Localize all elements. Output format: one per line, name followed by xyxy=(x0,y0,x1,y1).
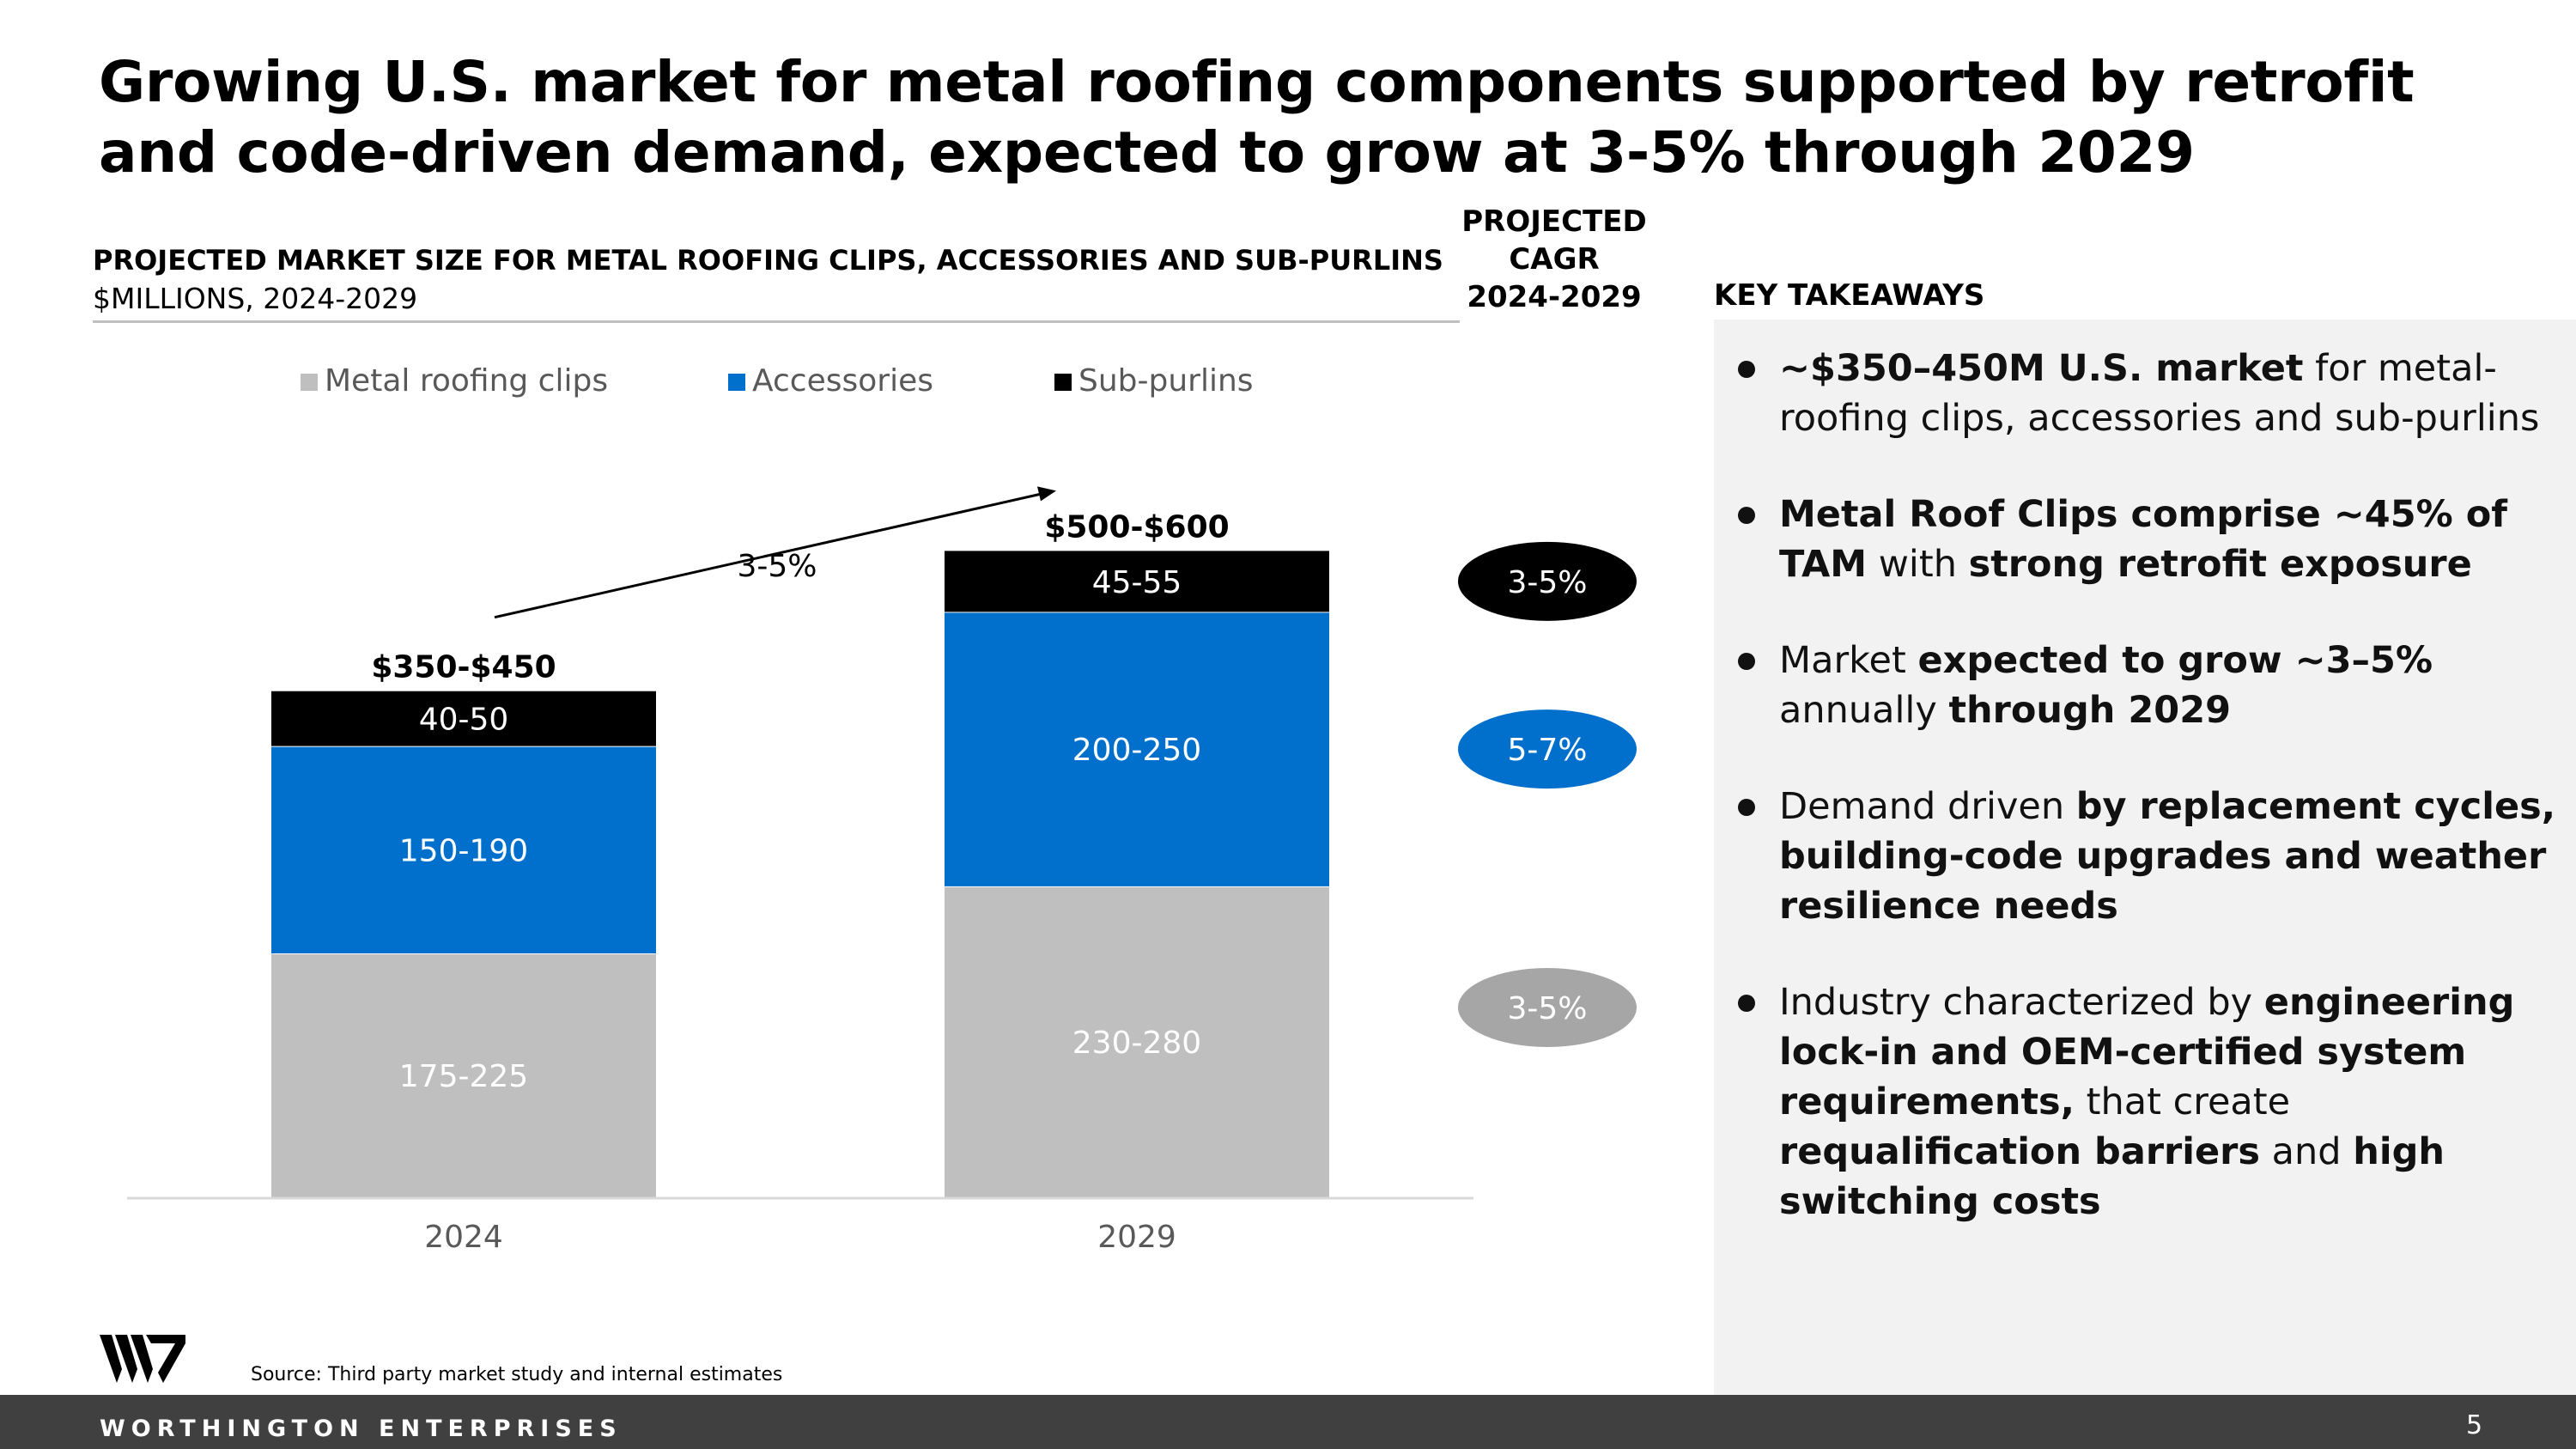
takeaway-text: high switching costs xyxy=(1779,1130,2445,1223)
takeaway-text: that create xyxy=(2074,1081,2291,1123)
cagr-heading-line: 2024-2029 xyxy=(1467,280,1642,314)
stacked-bar-chart: Metal roofing clips Accessories Sub-purlin… xyxy=(127,363,1637,1255)
cagr-bubble-label: 3-5% xyxy=(1507,991,1587,1026)
bar-segment xyxy=(271,691,656,746)
takeaway-text: requalification barriers xyxy=(1779,1130,2260,1173)
takeaway-item: Demand driven by replacement cycles, bui… xyxy=(1738,782,2562,931)
page-title: Growing U.S. market for metal roofing co… xyxy=(99,49,2415,186)
takeaway-text: for metal-roofing clips, accessories and… xyxy=(1779,347,2540,440)
bar-segment-label: 230-280 xyxy=(1072,1026,1201,1061)
bar-total-label: $350-$450 xyxy=(371,650,556,685)
source-note: Source: Third party market study and int… xyxy=(251,1364,783,1385)
bar-segment xyxy=(945,612,1329,886)
cagr-heading-line: CAGR xyxy=(1509,242,1600,277)
takeaway-text: Metal Roof Clips comprise ~45% of TAM xyxy=(1779,493,2507,586)
x-tick-label: 2029 xyxy=(1097,1220,1176,1255)
legend-swatch xyxy=(728,374,745,391)
takeaway-text: Industry characterized by xyxy=(1779,981,2264,1024)
chart-subheading: $MILLIONS, 2024-2029 xyxy=(93,282,418,315)
takeaway-text: engineering lock-in and OEM-certified sy… xyxy=(1779,981,2515,1123)
bar-segment xyxy=(271,746,656,953)
takeaway-text: through 2029 xyxy=(1948,689,2232,732)
heading-divider xyxy=(93,320,1460,323)
footer-brand: WORTHINGTON ENTERPRISES xyxy=(100,1416,623,1442)
bar-segment-label: 45-55 xyxy=(1092,565,1182,600)
legend-label: Sub-purlins xyxy=(1078,363,1254,399)
takeaway-item: Industry characterized by engineering lo… xyxy=(1738,977,2562,1227)
takeaway-text: ~$350–450M U.S. market xyxy=(1779,347,2304,390)
growth-arrow-line xyxy=(494,490,1048,619)
legend-swatch xyxy=(1054,374,1072,391)
takeaway-text: expected to grow ~3–5% xyxy=(1917,639,2433,682)
bar-segment xyxy=(945,886,1329,1197)
takeaways-list: ~$350–450M U.S. market for metal-roofing… xyxy=(1738,344,2562,1273)
growth-arrow-head xyxy=(1037,486,1056,502)
bar-segment xyxy=(945,551,1329,612)
bar-segment xyxy=(271,953,656,1197)
legend-label: Accessories xyxy=(752,363,933,399)
growth-annotation: 3-5% xyxy=(737,549,817,584)
takeaway-item: Metal Roof Clips comprise ~45% of TAM wi… xyxy=(1738,490,2562,589)
bar-total-label: $500-$600 xyxy=(1044,509,1229,545)
legend-swatch xyxy=(301,374,318,391)
takeaway-item: ~$350–450M U.S. market for metal-roofing… xyxy=(1738,344,2562,443)
chart-heading: PROJECTED MARKET SIZE FOR METAL ROOFING … xyxy=(93,244,1443,277)
cagr-heading-line: PROJECTED xyxy=(1461,204,1647,239)
cagr-bubble-label: 5-7% xyxy=(1507,733,1587,768)
takeaway-text: by replacement cycles, building-code upg… xyxy=(1779,785,2556,928)
worthington-logo-icon xyxy=(100,1335,185,1383)
bar-segment-label: 40-50 xyxy=(419,703,509,738)
takeaway-text: annually xyxy=(1779,689,1949,732)
takeaway-text: and xyxy=(2259,1130,2354,1173)
x-tick-label: 2024 xyxy=(424,1220,503,1255)
cagr-bubble-label: 3-5% xyxy=(1507,565,1587,600)
takeaways-panel xyxy=(1714,320,2576,1395)
bar-segment-label: 150-190 xyxy=(399,833,528,868)
takeaway-text: with xyxy=(1867,543,1969,586)
bar-segment-label: 200-250 xyxy=(1072,733,1201,768)
takeaway-text: Demand driven xyxy=(1779,785,2076,828)
page-number: 5 xyxy=(2466,1410,2483,1440)
cagr-heading: PROJECTED CAGR 2024-2029 xyxy=(1460,203,1649,316)
legend-label: Metal roofing clips xyxy=(325,363,608,399)
takeaway-text: Market xyxy=(1779,639,1918,682)
cagr-bubble xyxy=(1458,967,1637,1047)
takeaways-heading: KEY TAKEAWAYS xyxy=(1714,278,1985,313)
cagr-bubble xyxy=(1458,709,1637,789)
takeaway-item: Market expected to grow ~3–5% annually t… xyxy=(1738,636,2562,735)
takeaway-text: strong retrofit exposure xyxy=(1968,543,2472,586)
cagr-bubble xyxy=(1458,541,1637,621)
footer-bar xyxy=(0,1395,2576,1449)
bar-segment-label: 175-225 xyxy=(399,1059,528,1094)
